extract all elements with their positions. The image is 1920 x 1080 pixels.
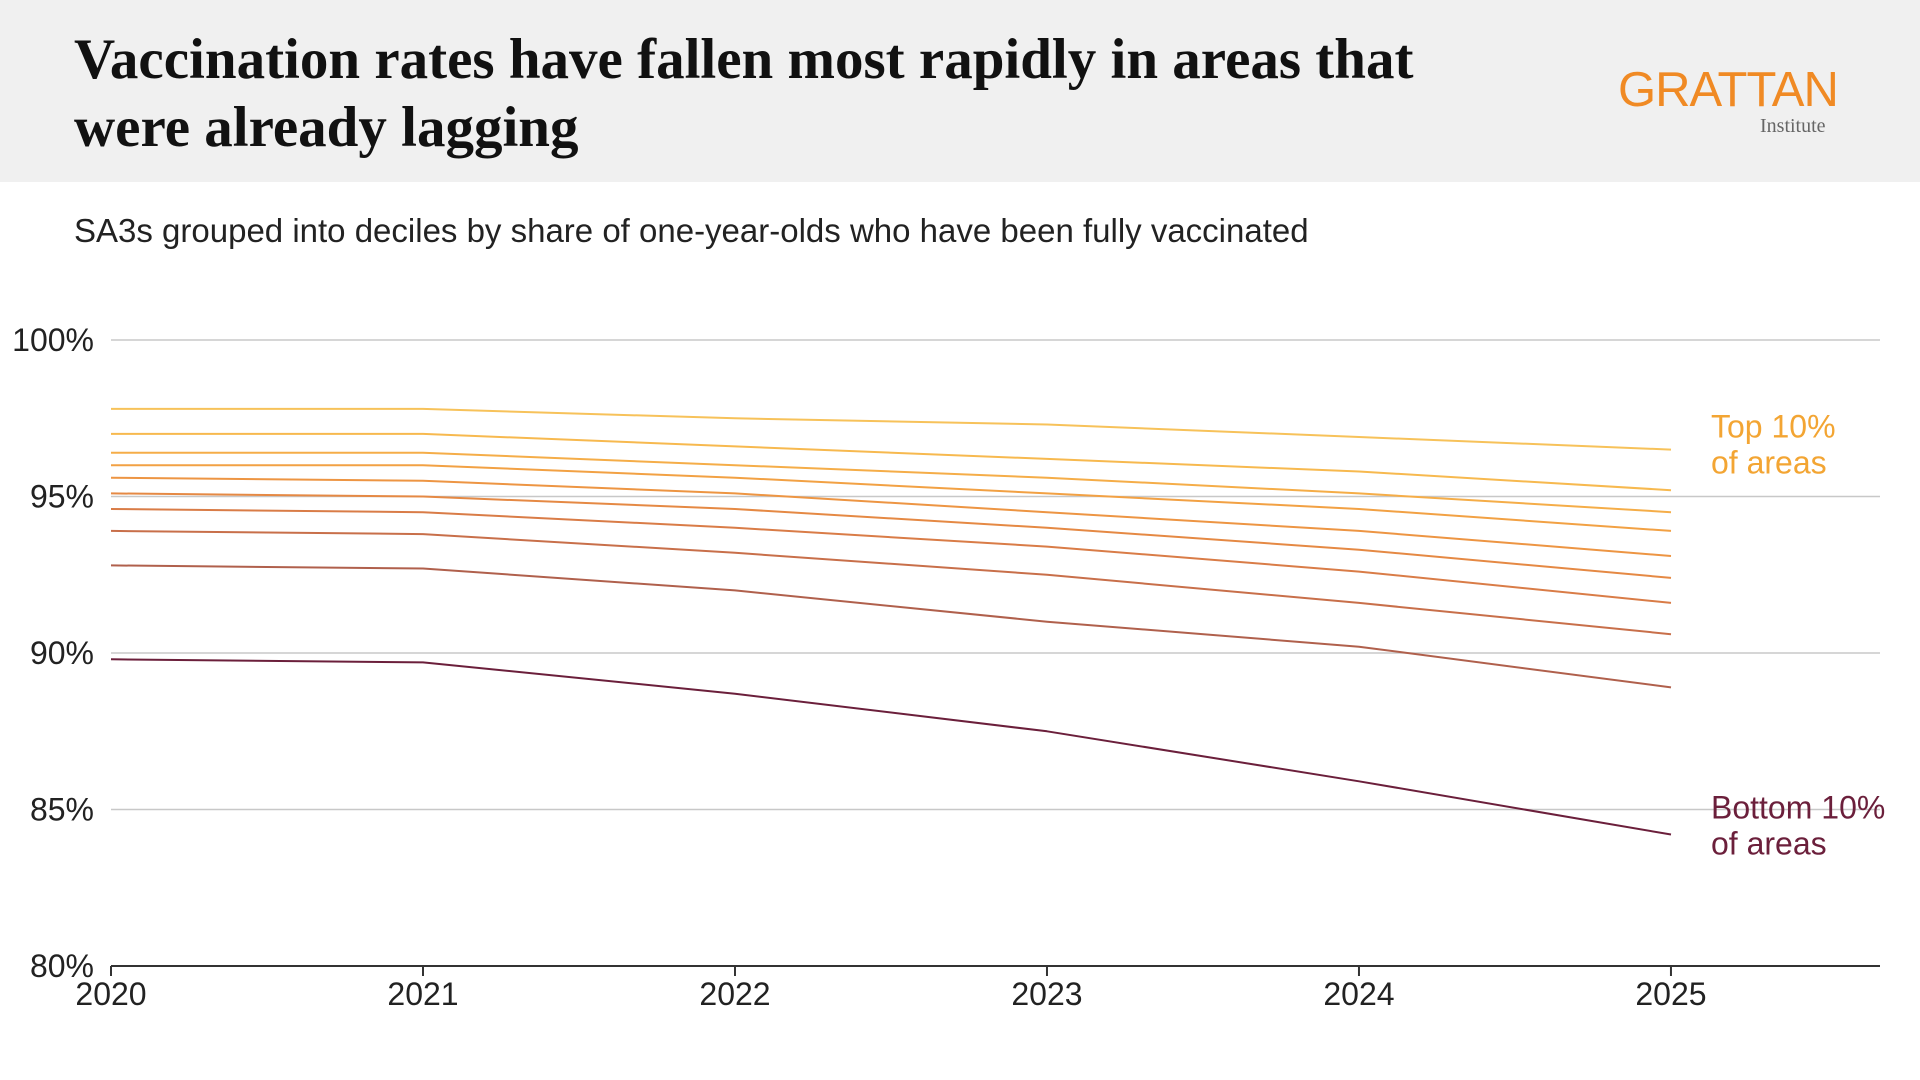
y-tick-label: 80% [30,948,94,984]
bottom-decile-label-line2: of areas [1711,826,1827,862]
series-line-decile-5 [110,476,1672,557]
series-line-decile-9 [110,564,1672,689]
series-line-decile-7 [110,508,1672,604]
chart-header: Vaccination rates have fallen most rapid… [0,0,1920,182]
x-tick-label: 2020 [75,976,146,1012]
x-tick-label: 2022 [699,976,770,1012]
logo-wordmark: GRATTAN [1618,63,1839,117]
y-tick-label: 90% [30,635,94,671]
x-tick-label: 2024 [1323,976,1394,1012]
series-line-decile-10 [110,658,1672,836]
axes: 80% 85% 90% 95% 100% 2020 2021 2022 2023 2024 2025 [12,322,1880,1012]
y-tick-label: 95% [30,479,94,515]
series-lines [110,407,1672,836]
gridlines [111,339,1880,811]
series-line-decile-6 [110,492,1672,579]
chart-subtitle: SA3s grouped into deciles by share of on… [74,212,1309,249]
series-line-decile-8 [110,529,1672,636]
series-line-decile-2 [111,432,1672,492]
series-line-decile-4 [111,464,1672,532]
chart-title: Vaccination rates have fallen most rapid… [74,28,1414,159]
top-decile-label-line2: of areas [1711,445,1827,481]
series-line-decile-1 [111,407,1672,451]
y-tick-label: 100% [12,322,94,358]
top-decile-label: Top 10% [1711,409,1836,445]
line-chart: 80% 85% 90% 95% 100% 2020 2021 2022 2023 2024 2025… [12,322,1885,1012]
series-line-decile-3 [111,451,1672,514]
x-tick-label: 2021 [387,976,458,1012]
grattan-logo: GRATTAN Institute [1610,62,1850,142]
y-tick-label: 85% [30,792,94,828]
x-tick-label: 2023 [1011,976,1082,1012]
logo-subtext: Institute [1760,115,1826,137]
x-tick-label: 2025 [1635,976,1706,1012]
bottom-decile-label: Bottom 10% [1711,790,1885,826]
